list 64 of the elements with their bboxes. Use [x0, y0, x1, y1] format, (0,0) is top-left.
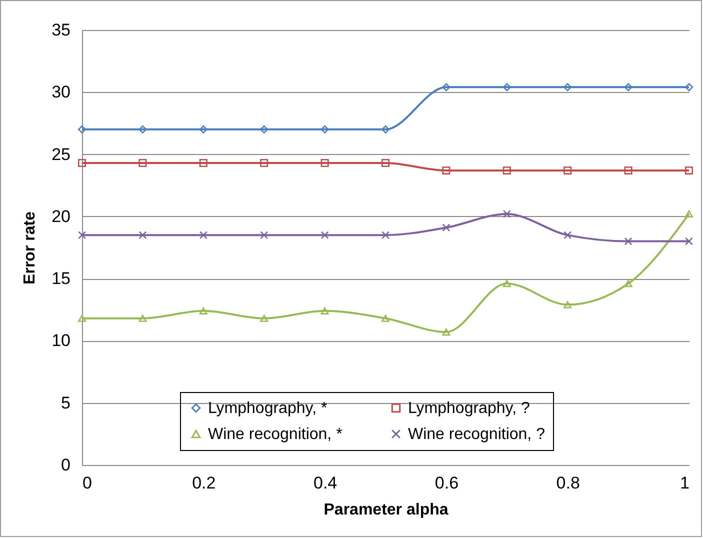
point [320, 158, 329, 167]
x-tick-label: 0.8 [556, 474, 580, 492]
point [502, 280, 511, 288]
point [442, 224, 450, 232]
x-axis-title: Parameter alpha [324, 502, 448, 518]
point [624, 166, 632, 174]
legend-label: Wine recognition, ? [408, 426, 546, 443]
point [564, 301, 572, 308]
point [138, 231, 147, 240]
point [78, 158, 86, 167]
point [199, 125, 208, 134]
y-tick-label: 30 [52, 82, 70, 102]
point [564, 166, 572, 174]
y-tick-label: 5 [61, 393, 70, 412]
legend-label: Wine recognition, * [208, 426, 342, 443]
point [260, 231, 268, 240]
point [381, 231, 390, 240]
point [381, 125, 390, 134]
point [199, 231, 208, 240]
point [381, 158, 390, 167]
point [442, 166, 450, 174]
point [78, 231, 86, 240]
y-axis-title: Error rate [22, 211, 39, 284]
point [138, 125, 147, 134]
point [502, 83, 511, 92]
point [260, 158, 268, 167]
point [684, 210, 694, 218]
y-tick-label: 25 [52, 144, 70, 164]
point [320, 231, 329, 240]
point [684, 83, 694, 92]
point [624, 280, 632, 288]
point [138, 314, 147, 322]
y-tick-label: 0 [61, 456, 70, 474]
point [260, 125, 268, 134]
y-tick-label: 20 [52, 206, 70, 226]
point [199, 158, 208, 167]
legend-label: Lymphography, ? [408, 400, 530, 417]
point [320, 125, 329, 134]
point [502, 166, 511, 174]
point [78, 125, 86, 134]
point [442, 83, 450, 92]
point [199, 307, 208, 314]
x-tick-label: 0.2 [192, 474, 216, 492]
point [502, 210, 511, 218]
y-tick-label: 35 [52, 20, 70, 40]
point [684, 166, 694, 174]
point [624, 83, 632, 92]
point [564, 231, 572, 240]
legend-label: Lymphography, * [208, 400, 328, 417]
x-tick-label: 0.4 [313, 474, 338, 492]
point [442, 328, 450, 336]
point [260, 314, 268, 322]
point [138, 158, 147, 167]
x-tick-label: 1 [680, 474, 690, 492]
x-tick-label: 0.6 [434, 474, 459, 492]
x-tick-label: 0 [82, 474, 92, 492]
point [684, 237, 694, 246]
y-tick-label: 10 [52, 331, 70, 350]
point [624, 237, 632, 246]
y-tick-label: 15 [52, 269, 70, 288]
point [564, 83, 572, 92]
point [381, 314, 390, 322]
point [320, 307, 329, 314]
point [78, 314, 86, 322]
